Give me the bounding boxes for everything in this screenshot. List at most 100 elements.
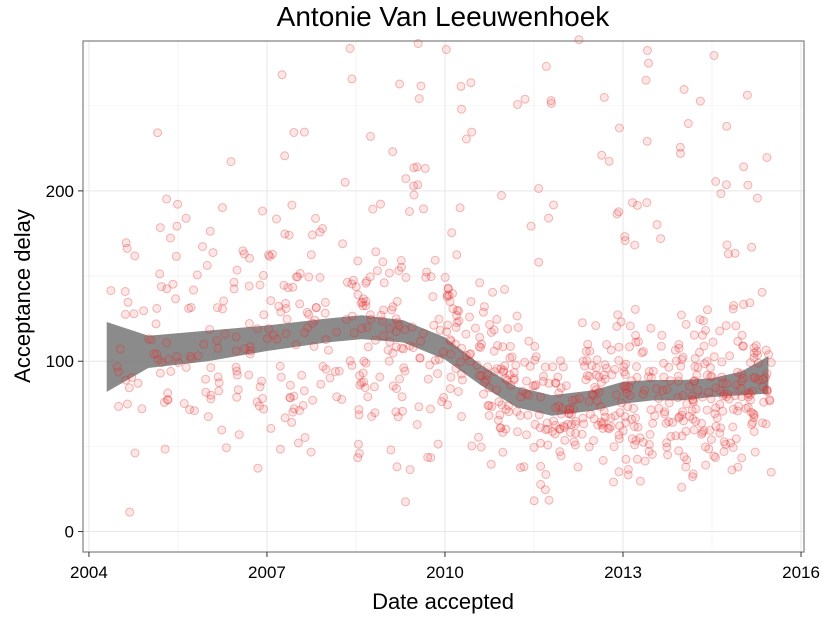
scatter-point bbox=[171, 294, 181, 304]
scatter-point bbox=[152, 349, 162, 359]
scatter-point bbox=[457, 369, 466, 379]
scatter-point bbox=[361, 278, 371, 288]
scatter-point bbox=[558, 362, 568, 372]
scatter-point bbox=[617, 398, 626, 408]
scatter-point bbox=[476, 442, 486, 452]
scatter-point bbox=[620, 412, 630, 422]
scatter-point bbox=[614, 467, 624, 477]
scatter-point bbox=[244, 281, 254, 291]
scatter-point bbox=[320, 297, 330, 307]
scatter-point bbox=[697, 418, 707, 428]
scatter-point bbox=[761, 419, 771, 429]
scatter-point bbox=[682, 399, 692, 409]
scatter-point bbox=[586, 409, 595, 419]
scatter-point bbox=[365, 310, 375, 320]
scatter-point bbox=[274, 301, 284, 311]
scatter-point bbox=[338, 239, 348, 249]
scatter-point bbox=[155, 368, 165, 378]
scatter-point bbox=[383, 345, 393, 355]
scatter-point bbox=[455, 203, 465, 213]
scatter-point bbox=[758, 382, 768, 392]
scatter-point bbox=[723, 249, 733, 259]
scatter-point bbox=[749, 353, 759, 363]
scatter-point bbox=[717, 357, 727, 367]
scatter-point bbox=[564, 408, 574, 418]
scatter-point bbox=[418, 328, 428, 338]
scatter-point bbox=[487, 401, 497, 411]
scatter-point bbox=[245, 346, 255, 356]
scatter-point bbox=[163, 388, 173, 398]
scatter-point bbox=[606, 345, 616, 355]
scatter-point bbox=[536, 461, 546, 471]
scatter-point bbox=[233, 385, 243, 395]
scatter-point bbox=[264, 324, 274, 334]
scatter-point bbox=[590, 382, 600, 392]
scatter-point bbox=[300, 328, 310, 338]
scatter-point bbox=[591, 385, 601, 395]
scatter-point bbox=[642, 136, 652, 146]
scatter-point bbox=[255, 280, 265, 290]
scatter-point bbox=[692, 370, 702, 380]
scatter-point bbox=[544, 213, 554, 223]
scatter-point bbox=[621, 381, 631, 391]
y-tick-label: 0 bbox=[65, 523, 74, 542]
scatter-point bbox=[479, 302, 489, 312]
scatter-point bbox=[559, 423, 569, 432]
scatter-point bbox=[718, 406, 728, 416]
scatter-point bbox=[681, 426, 691, 436]
scatter-point bbox=[281, 304, 291, 313]
scatter-point bbox=[353, 290, 363, 300]
scatter-point bbox=[761, 372, 770, 382]
scatter-point bbox=[619, 382, 629, 391]
scatter-point bbox=[591, 370, 601, 380]
scatter-point bbox=[474, 432, 483, 442]
scatter-point bbox=[738, 341, 748, 351]
scatter-point bbox=[244, 370, 254, 380]
scatter-point bbox=[625, 342, 634, 352]
scatter-point bbox=[654, 403, 664, 413]
scatter-point bbox=[351, 282, 361, 292]
scatter-point bbox=[122, 243, 132, 253]
scatter-point bbox=[275, 444, 285, 454]
scatter-point bbox=[620, 232, 630, 242]
scatter-point bbox=[739, 299, 748, 309]
scatter-point bbox=[395, 374, 405, 384]
scatter-point bbox=[547, 427, 557, 436]
scatter-point bbox=[435, 325, 445, 335]
scatter-point bbox=[538, 376, 548, 386]
scatter-point bbox=[266, 296, 276, 306]
scatter-point bbox=[425, 360, 435, 370]
scatter-point bbox=[607, 370, 617, 380]
scatter-point bbox=[392, 384, 401, 394]
scatter-point bbox=[652, 384, 662, 394]
scatter-point bbox=[516, 463, 525, 473]
scatter-point bbox=[554, 401, 564, 411]
scatter-point bbox=[571, 428, 581, 438]
scatter-point bbox=[446, 349, 456, 359]
scatter-point bbox=[503, 324, 513, 334]
scatter-point bbox=[358, 301, 368, 311]
panel-background bbox=[83, 41, 804, 552]
scatter-point bbox=[599, 92, 609, 102]
scatter-point bbox=[648, 418, 658, 428]
scatter-point bbox=[663, 450, 673, 460]
scatter-point bbox=[690, 362, 700, 372]
scatter-point bbox=[611, 390, 621, 400]
scatter-point bbox=[681, 462, 691, 472]
scatter-point bbox=[203, 412, 213, 422]
scatter-point bbox=[668, 417, 677, 427]
scatter-point bbox=[644, 58, 653, 68]
scatter-point bbox=[623, 464, 633, 474]
scatter-point bbox=[587, 389, 597, 399]
scatter-point bbox=[584, 442, 594, 452]
scatter-point bbox=[452, 250, 462, 260]
scatter-point bbox=[306, 250, 316, 260]
scatter-point bbox=[567, 395, 577, 405]
scatter-point bbox=[362, 322, 372, 332]
scatter-point bbox=[759, 397, 769, 407]
scatter-point bbox=[454, 316, 464, 326]
scatter-point bbox=[393, 412, 403, 422]
scatter-point bbox=[587, 361, 597, 371]
scatter-point bbox=[604, 156, 614, 166]
